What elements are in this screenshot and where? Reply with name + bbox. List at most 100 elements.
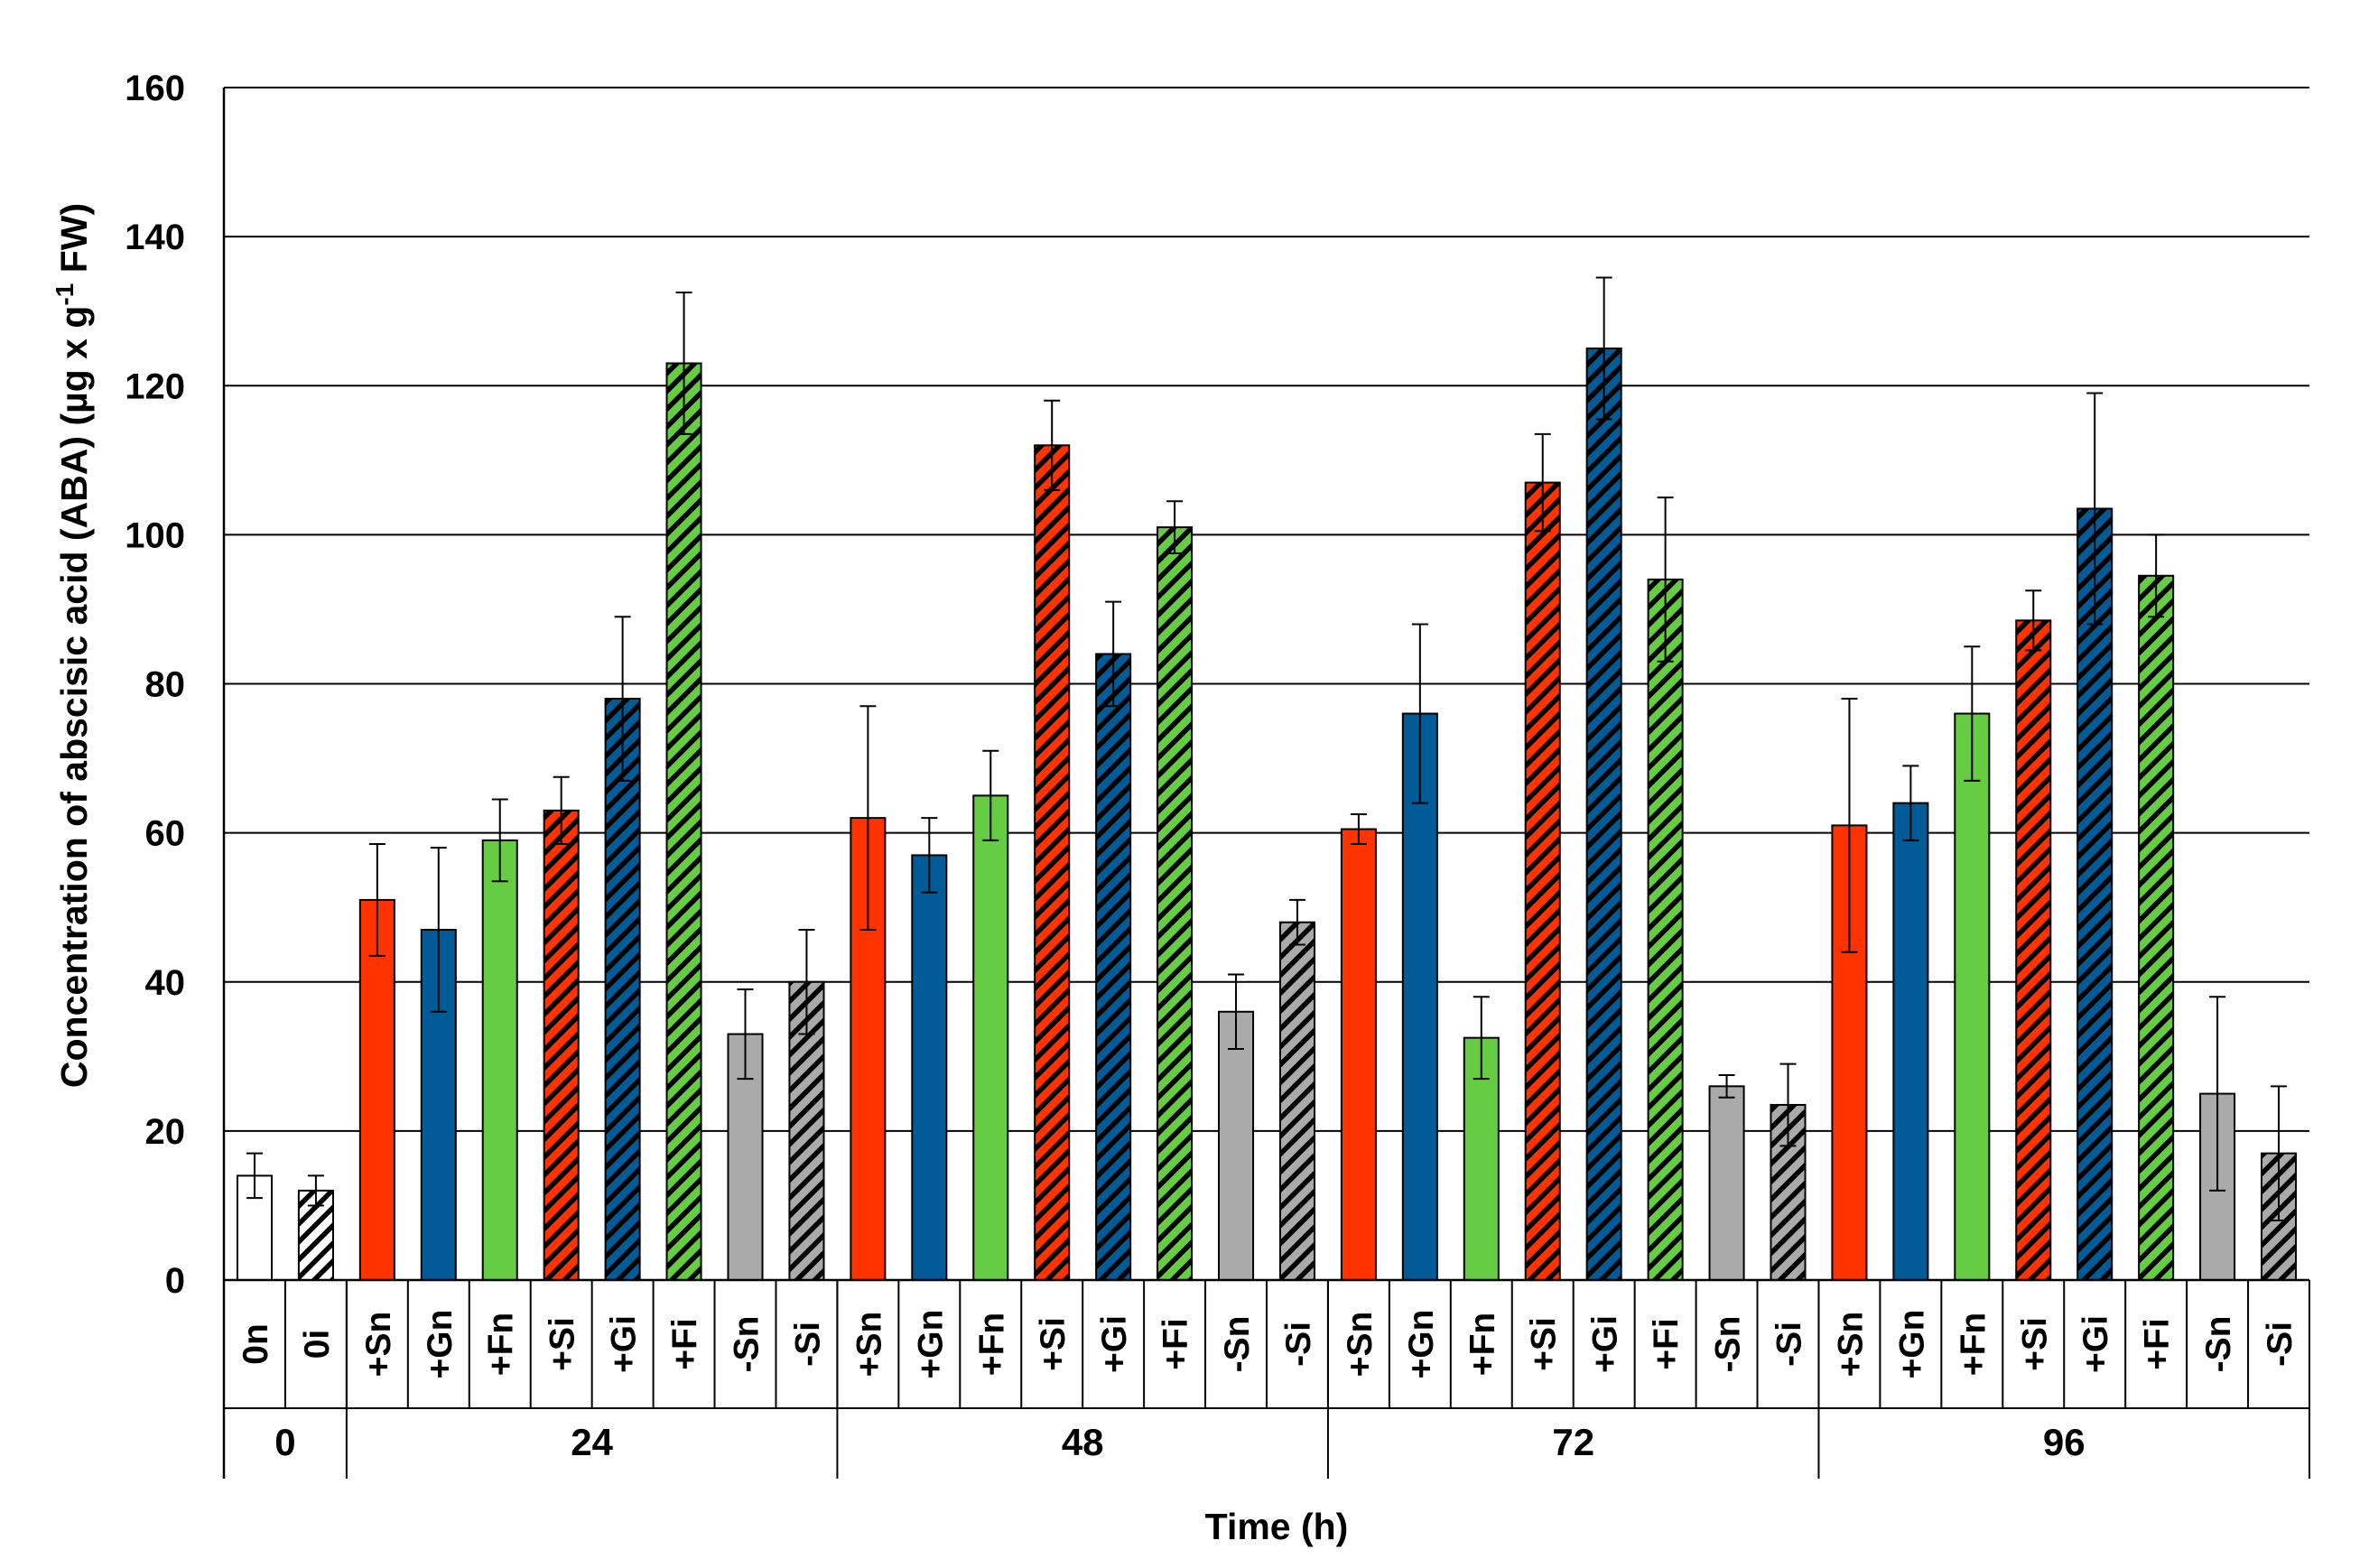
- group-label-72: 72: [1552, 1421, 1594, 1463]
- category-label: +Fn: [1463, 1313, 1502, 1376]
- error-bar-72-+Sn: [1350, 812, 1367, 846]
- group-label-24: 24: [571, 1421, 613, 1463]
- category-label: +Gi: [2076, 1315, 2115, 1373]
- error-bars: [246, 276, 2288, 1221]
- category-label: +Fn: [972, 1313, 1011, 1376]
- gridlines: [224, 87, 2309, 1132]
- error-bar-24-+Si: [553, 775, 570, 846]
- error-bar-48-+Gi: [1105, 600, 1122, 708]
- category-label: +Fn: [1954, 1313, 1993, 1376]
- y-tick-label: 60: [145, 814, 186, 854]
- category-label: -Si: [1770, 1322, 1809, 1367]
- bar-96-+Gi: [2076, 507, 2114, 1281]
- group-labels: 0 24 48 72 96: [274, 1421, 2085, 1463]
- category-label: +Gi: [605, 1315, 644, 1373]
- error-bar-96-+Gi: [2086, 392, 2104, 626]
- error-bar-72-+Fn: [1472, 996, 1490, 1081]
- bar-96-+Fi: [2138, 574, 2175, 1281]
- category-label: -Si: [1279, 1322, 1318, 1367]
- bar-24-+Si: [543, 809, 580, 1281]
- category-label: +Si: [2015, 1317, 2054, 1371]
- category-label: -Sn: [1218, 1316, 1257, 1373]
- category-label: +Sn: [850, 1312, 888, 1378]
- bar-48--Sn: [1218, 1010, 1255, 1282]
- y-tick-label: 100: [125, 515, 185, 555]
- error-bar-72-+Gn: [1411, 623, 1428, 804]
- error-bar-96-+Si: [2025, 589, 2042, 652]
- error-bar-24-+Sn: [368, 843, 386, 957]
- bar-96-+Si: [2015, 619, 2052, 1281]
- x-axis-title: Time (h): [1205, 1506, 1349, 1547]
- y-tick-labels: 0 20 40 60 80 100 120 140 160: [125, 69, 185, 1301]
- bar-48-+Fn: [972, 794, 1009, 1281]
- category-label: +Fi: [1648, 1318, 1686, 1369]
- group-label-0: 0: [274, 1421, 295, 1463]
- bar-96-+Gn: [1892, 802, 1929, 1281]
- error-bar-24-+Gn: [430, 847, 447, 1013]
- error-bar-48-+Gn: [921, 817, 938, 894]
- bar-48-+Si: [1034, 444, 1071, 1281]
- category-label: 0i: [298, 1330, 337, 1359]
- y-tick-label: 80: [145, 665, 186, 705]
- bar-48--Si: [1278, 921, 1315, 1281]
- group-label-48: 48: [1062, 1421, 1104, 1463]
- error-bar-24--Sn: [737, 988, 754, 1081]
- error-bar-72-+Gi: [1595, 276, 1612, 421]
- bar-96-+Fn: [1954, 712, 1991, 1281]
- y-tick-label: 40: [145, 963, 186, 1003]
- error-bar-0-0n: [246, 1152, 263, 1200]
- error-bar-96-+Sn: [1841, 698, 1858, 953]
- error-bar-24-+Gi: [614, 616, 631, 782]
- category-label: +Gi: [1095, 1315, 1134, 1373]
- category-label: +Fi: [2138, 1318, 2177, 1369]
- error-bar-48-+Sn: [859, 705, 877, 931]
- bars: [236, 347, 2298, 1282]
- y-tick-label: 120: [125, 366, 185, 406]
- category-label: +Sn: [1341, 1312, 1380, 1378]
- error-bar-48--Si: [1288, 898, 1305, 946]
- y-tick-label: 20: [145, 1112, 186, 1152]
- error-bar-72--Si: [1779, 1062, 1797, 1147]
- category-label: 0n: [237, 1323, 275, 1365]
- y-tick-label: 0: [165, 1261, 185, 1301]
- y-axis-title: Concentration of abscisic acid (ABA) (µg…: [51, 203, 96, 1088]
- error-bar-72-+Si: [1534, 432, 1551, 533]
- category-label: -Si: [788, 1322, 827, 1367]
- error-bar-96-+Fn: [1964, 645, 1981, 782]
- error-bar-0-0i: [307, 1174, 324, 1207]
- category-label: +Gi: [1586, 1315, 1625, 1373]
- error-bar-96--Sn: [2209, 996, 2226, 1192]
- bar-24-+Sn: [358, 898, 395, 1282]
- y-axis-title-main: Concentration of abscisic acid (ABA) (µg…: [53, 306, 95, 1089]
- category-label: +Si: [1525, 1317, 1564, 1371]
- category-label: +Sn: [359, 1312, 398, 1378]
- group-label-96: 96: [2043, 1421, 2086, 1463]
- category-label: +Gn: [1402, 1310, 1441, 1379]
- category-label: +Sn: [1831, 1312, 1870, 1378]
- bar-72--Sn: [1708, 1085, 1745, 1282]
- bar-72-+Si: [1524, 481, 1561, 1281]
- error-bar-24-+Fn: [491, 798, 508, 883]
- bar-48-+Fi: [1157, 526, 1194, 1281]
- category-label: +Fn: [482, 1313, 521, 1376]
- error-bar-24-+Fi: [675, 292, 692, 435]
- y-tick-label: 160: [125, 69, 185, 108]
- error-bar-48--Sn: [1228, 973, 1245, 1051]
- bar-72-+Fi: [1647, 578, 1684, 1281]
- bar-24-+Fi: [665, 362, 702, 1281]
- category-label: +Gn: [1892, 1310, 1931, 1379]
- error-bar-48-+Si: [1044, 399, 1061, 491]
- category-label: +Gn: [421, 1310, 460, 1379]
- category-label: -Sn: [728, 1316, 766, 1373]
- category-label: +Fi: [1157, 1318, 1195, 1369]
- bar-48-+Gi: [1095, 653, 1132, 1281]
- category-label: +Si: [543, 1317, 582, 1371]
- bar-72-+Gi: [1585, 347, 1622, 1281]
- y-axis-title-sup: -1: [51, 283, 79, 306]
- category-label: +Fi: [666, 1318, 705, 1369]
- error-bar-48-+Fi: [1166, 500, 1184, 555]
- bar-24-+Fn: [481, 839, 518, 1281]
- bar-24-+Gi: [604, 698, 641, 1281]
- error-bar-96--Si: [2271, 1085, 2288, 1221]
